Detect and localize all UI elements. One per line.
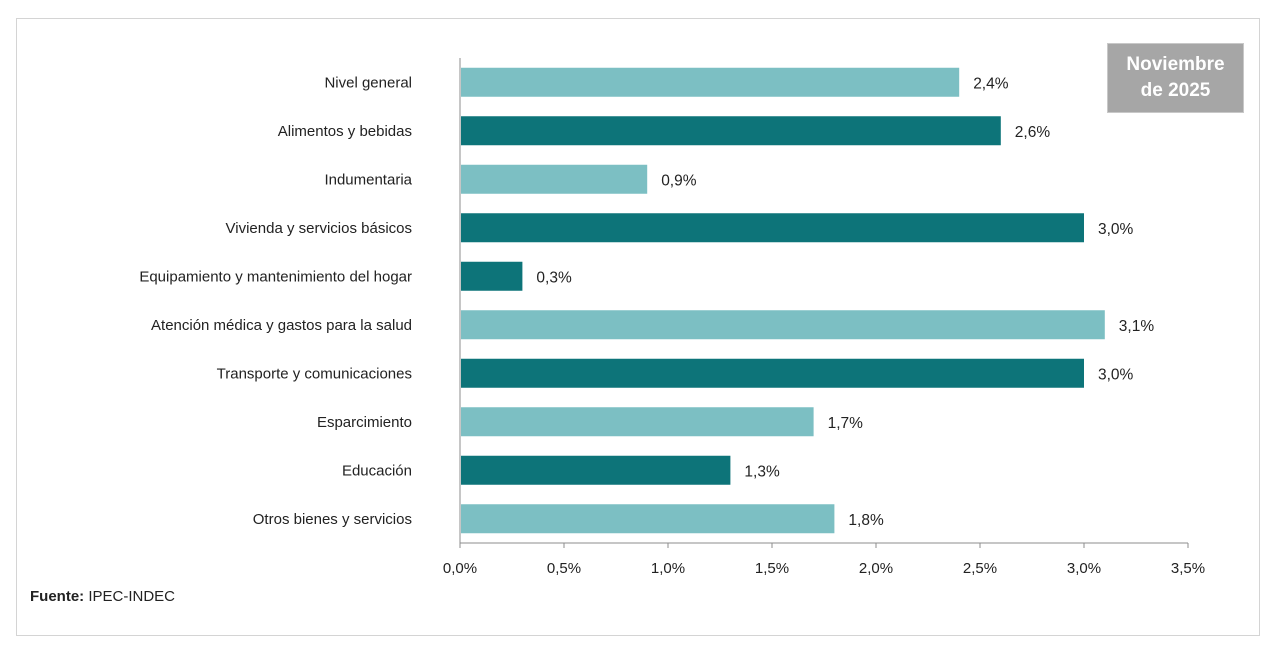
x-tick-label: 2,0% bbox=[859, 560, 893, 577]
value-label: 3,0% bbox=[1098, 366, 1134, 383]
bar bbox=[461, 504, 835, 534]
source-value: IPEC-INDEC bbox=[88, 588, 176, 605]
x-tick-label: 1,5% bbox=[755, 560, 789, 577]
value-label: 2,4% bbox=[973, 75, 1009, 92]
category-label: Vivienda y servicios básicos bbox=[226, 220, 412, 237]
category-label: Equipamiento y mantenimiento del hogar bbox=[139, 268, 412, 285]
value-label: 3,1% bbox=[1119, 318, 1155, 335]
category-label: Indumentaria bbox=[324, 171, 412, 188]
bar bbox=[461, 67, 960, 97]
bar bbox=[461, 455, 731, 485]
source-note: Fuente: IPEC-INDEC bbox=[30, 588, 175, 605]
bar bbox=[461, 116, 1001, 146]
value-label: 2,6% bbox=[1015, 124, 1051, 141]
bar bbox=[461, 358, 1084, 388]
category-label: Esparcimiento bbox=[317, 414, 412, 431]
x-tick-label: 3,5% bbox=[1171, 560, 1205, 577]
x-tick-label: 3,0% bbox=[1067, 560, 1101, 577]
category-label: Otros bienes y servicios bbox=[253, 511, 412, 528]
period-badge: Noviembre de 2025 bbox=[1107, 43, 1244, 113]
x-tick-label: 1,0% bbox=[651, 560, 685, 577]
bar bbox=[461, 261, 523, 291]
category-label: Alimentos y bebidas bbox=[278, 123, 412, 140]
bar bbox=[461, 310, 1105, 340]
value-label: 1,8% bbox=[848, 512, 884, 529]
value-label: 0,3% bbox=[536, 269, 572, 286]
value-label: 0,9% bbox=[661, 172, 697, 189]
bar bbox=[461, 407, 814, 437]
x-tick-label: 0,5% bbox=[547, 560, 581, 577]
bar bbox=[461, 164, 648, 194]
bar bbox=[461, 213, 1084, 243]
category-label: Nivel general bbox=[324, 74, 412, 91]
category-label: Educación bbox=[342, 462, 412, 479]
x-tick-label: 2,5% bbox=[963, 560, 997, 577]
category-label: Transporte y comunicaciones bbox=[217, 365, 412, 382]
source-label: Fuente: bbox=[30, 588, 85, 605]
value-label: 1,7% bbox=[828, 415, 864, 432]
value-label: 3,0% bbox=[1098, 221, 1134, 238]
value-label: 1,3% bbox=[744, 463, 780, 480]
x-tick-label: 0,0% bbox=[443, 560, 477, 577]
category-label: Atención médica y gastos para la salud bbox=[151, 317, 412, 334]
